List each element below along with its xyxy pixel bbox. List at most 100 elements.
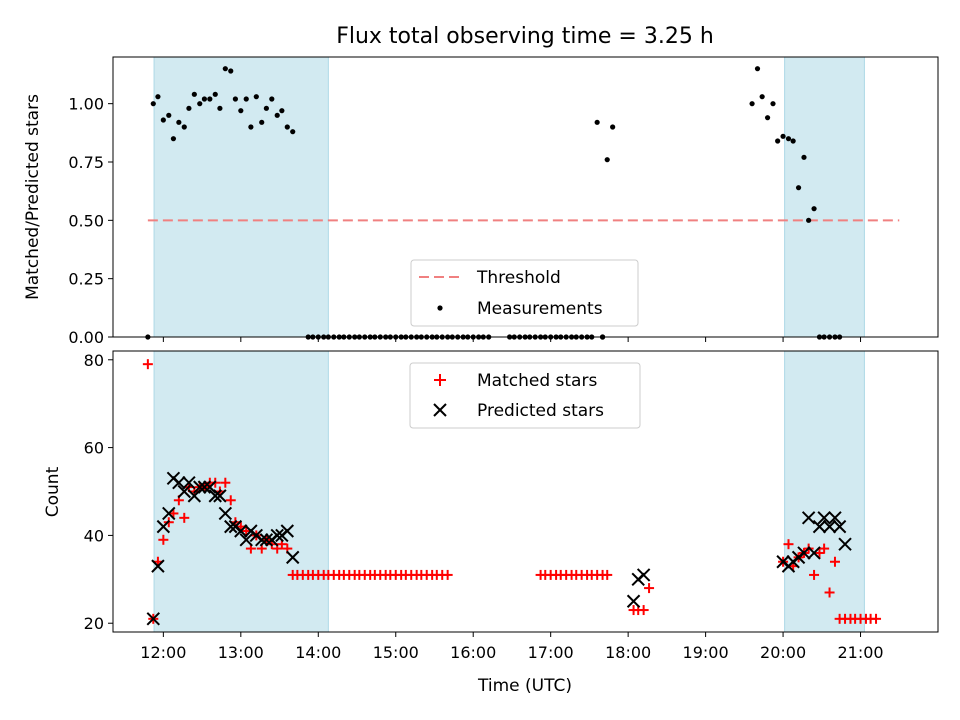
predicted-star-point bbox=[193, 480, 207, 494]
top-shaded-regions bbox=[153, 56, 865, 338]
measurement-point bbox=[754, 66, 761, 72]
measurement-point bbox=[811, 206, 817, 212]
measurement-point bbox=[217, 105, 223, 111]
predicted-star-point bbox=[172, 476, 186, 490]
predicted-star-point bbox=[812, 519, 827, 534]
chart-title: Flux total observing time = 3.25 h bbox=[336, 24, 714, 49]
predicted-star-point bbox=[801, 511, 816, 525]
measurement-point bbox=[170, 136, 177, 142]
y-tick-label: 20 bbox=[84, 614, 104, 633]
predicted-star-point bbox=[286, 550, 300, 565]
matched-star-point bbox=[783, 539, 794, 550]
x-tick-label: 16:00 bbox=[450, 643, 496, 662]
shaded-interval bbox=[784, 56, 865, 338]
measurement-point bbox=[780, 133, 786, 139]
measurement-point bbox=[284, 124, 290, 130]
shaded-interval bbox=[153, 350, 329, 633]
measurement-point bbox=[222, 66, 228, 72]
predicted-star-point bbox=[162, 506, 176, 521]
matched-star-point bbox=[824, 587, 835, 598]
y-tick-label: 0.50 bbox=[68, 211, 104, 230]
predicted-star-point bbox=[838, 537, 852, 551]
predicted-star-point bbox=[828, 511, 842, 525]
measurement-point bbox=[775, 138, 781, 144]
matched-star-point bbox=[225, 495, 236, 506]
matched-star-point bbox=[819, 543, 830, 554]
predicted-star-point bbox=[636, 568, 651, 582]
measurement-point bbox=[212, 91, 218, 97]
top-panel: 0.00 0.25 0.50 0.75 1.00 Matched/Predicted s… bbox=[23, 56, 939, 347]
matched-star-point bbox=[871, 613, 882, 624]
y-tick-label: 0.25 bbox=[68, 270, 104, 289]
x-axis-label: Time (UTC) bbox=[477, 676, 572, 696]
y-tick-label: 0.75 bbox=[68, 153, 104, 172]
count-points bbox=[142, 359, 882, 626]
measurement-point bbox=[764, 115, 771, 121]
legend-matched-label: Matched stars bbox=[477, 371, 597, 391]
bottom-y-axis: 20 40 60 80 bbox=[84, 351, 113, 633]
x-axis: 12:00 13:00 14:00 15:00 16:00 17:00 18:00 19:00… bbox=[140, 632, 884, 662]
measurement-point bbox=[150, 101, 156, 107]
bottom-plot-frame bbox=[112, 350, 939, 633]
matched-star-point bbox=[809, 569, 820, 580]
measurement-point bbox=[604, 157, 610, 163]
measurement-point bbox=[770, 101, 776, 107]
measurement-point bbox=[201, 96, 208, 102]
matched-star-point bbox=[644, 583, 655, 594]
predicted-star-point bbox=[280, 524, 295, 538]
predicted-star-point bbox=[239, 533, 253, 547]
legend-predicted-label: Predicted stars bbox=[477, 401, 604, 421]
predicted-star-point bbox=[832, 519, 847, 534]
predicted-star-point bbox=[182, 476, 196, 490]
legend-threshold-label: Threshold bbox=[476, 268, 561, 288]
y-tick-label: 40 bbox=[84, 526, 104, 545]
legend-predicted-swatch bbox=[433, 403, 447, 417]
predicted-star-point bbox=[224, 519, 238, 534]
predicted-star-point bbox=[270, 528, 284, 543]
matched-star-point bbox=[638, 605, 649, 616]
y-tick-label: 80 bbox=[84, 351, 104, 370]
matched-star-point bbox=[158, 534, 169, 545]
measurement-point bbox=[806, 217, 812, 223]
x-tick-label: 17:00 bbox=[528, 643, 574, 662]
predicted-star-point bbox=[218, 506, 233, 521]
x-tick-label: 19:00 bbox=[683, 643, 729, 662]
measurement-point bbox=[253, 94, 259, 100]
x-tick-label: 13:00 bbox=[218, 643, 264, 662]
measurement-point bbox=[248, 124, 254, 130]
matched-star-point bbox=[602, 569, 613, 580]
predicted-star-point bbox=[797, 546, 811, 560]
shaded-interval bbox=[153, 56, 329, 338]
predicted-star-point bbox=[156, 519, 171, 534]
measurement-point bbox=[279, 108, 285, 114]
bottom-legend: Matched stars Predicted stars bbox=[409, 362, 641, 429]
measurement-point bbox=[290, 129, 296, 135]
predicted-star-point bbox=[807, 546, 821, 560]
measurement-point bbox=[274, 112, 280, 118]
measurement-point bbox=[166, 112, 172, 118]
x-tick-label: 12:00 bbox=[140, 643, 186, 662]
predicted-star-point bbox=[822, 519, 837, 534]
measurement-point bbox=[263, 105, 269, 111]
measurement-point bbox=[610, 124, 616, 130]
measurement-point bbox=[801, 154, 807, 160]
measurement-point bbox=[785, 136, 792, 142]
measurement-point bbox=[186, 105, 192, 111]
predicted-star-point bbox=[213, 489, 227, 503]
measurement-point bbox=[259, 119, 265, 125]
x-tick-label: 20:00 bbox=[760, 643, 806, 662]
top-legend: Threshold Measurements bbox=[410, 259, 639, 327]
measurement-point bbox=[176, 119, 182, 125]
measurement-point bbox=[790, 138, 796, 144]
matched-star-point bbox=[442, 569, 453, 580]
x-tick-label: 14:00 bbox=[295, 643, 341, 662]
y-tick-label: 60 bbox=[84, 439, 104, 458]
matched-star-point bbox=[142, 359, 153, 370]
matched-star-point bbox=[179, 512, 190, 523]
predicted-star-point bbox=[255, 533, 269, 547]
top-plot-frame bbox=[112, 56, 939, 338]
bottom-y-axis-label: Count bbox=[43, 466, 63, 517]
y-tick-label: 0.00 bbox=[68, 328, 104, 347]
predicted-star-point bbox=[234, 524, 248, 538]
